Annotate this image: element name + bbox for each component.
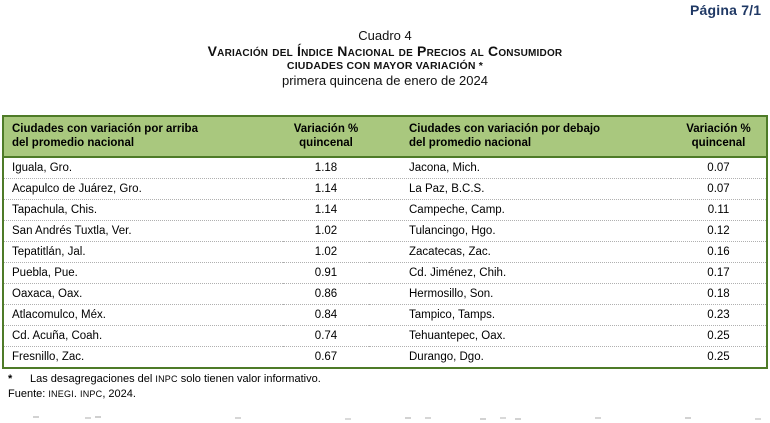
asterisk-marker: * — [8, 373, 13, 385]
inegi-acronym: INEGI — [48, 389, 74, 399]
value-above-cell: 1.14 — [283, 199, 369, 221]
value-below-cell: 0.11 — [671, 199, 767, 221]
value-below-cell: 0.17 — [671, 262, 767, 284]
table-row: Fresnillo, Zac. 0.67 Durango, Dgo. 0.25 — [3, 346, 767, 368]
value-above-cell: 1.14 — [283, 178, 369, 200]
city-above-cell: Cd. Acuña, Coah. — [3, 325, 283, 347]
city-above-cell: Iguala, Gro. — [12, 162, 73, 174]
value-below-cell: 0.18 — [671, 283, 767, 305]
header-cities-above: Ciudades con variación por arriba del pr… — [3, 116, 283, 158]
value-below-cell: 0.12 — [671, 220, 767, 242]
value-above-cell: 0.67 — [283, 346, 369, 368]
footnote-text: Las desagregaciones del — [30, 373, 156, 385]
value-above-cell: 0.84 — [283, 304, 369, 326]
city-below-cell: Jacona, Mich. — [409, 162, 480, 174]
header-cities-below: Ciudades con variación por debajo del pr… — [369, 116, 671, 158]
city-above-cell: San Andrés Tuxtla, Ver. — [3, 220, 283, 242]
value-above-cell: 1.02 — [283, 241, 369, 263]
source-text: Fuente: — [8, 388, 49, 400]
city-below-cell: Tulancingo, Hgo. — [369, 220, 671, 242]
page-number-label: Página 7/1 — [690, 2, 762, 18]
source-text: . — [73, 388, 80, 400]
header-line: Ciudades con variación por debajo — [409, 123, 601, 135]
city-above-cell: Fresnillo, Zac. — [3, 346, 283, 368]
footnote-note: * Las desagregaciones del INPC solo tiene… — [8, 372, 568, 386]
table-row: Tepatitlán, Jal. 1.02 Zacatecas, Zac. 0.16 — [3, 241, 767, 263]
header-line: quincenal — [691, 137, 746, 149]
table-row: San Andrés Tuxtla, Ver. 1.02 Tulancingo, H… — [3, 220, 767, 242]
city-below-cell: Cd. Jiménez, Chih. — [369, 262, 671, 284]
city-below-cell: Tehuantepec, Oax. — [369, 325, 671, 347]
value-above-cell: 0.74 — [283, 325, 369, 347]
city-below-cell: Hermosillo, Son. — [369, 283, 671, 305]
header-line: Variación % — [686, 123, 751, 135]
header-line: del promedio nacional — [12, 137, 135, 149]
header-line: Ciudades con variación por arriba — [12, 123, 198, 135]
value-above-cell: 1.02 — [283, 220, 369, 242]
header-line: Variación % — [293, 123, 359, 135]
inpc-acronym: INPC — [80, 389, 103, 399]
inpc-variation-table: Ciudades con variación por arriba del pr… — [2, 115, 768, 369]
value-below-cell: 0.25 — [671, 346, 767, 368]
city-above-cell: Acapulco de Juárez, Gro. — [3, 178, 283, 200]
city-below-cell: Campeche, Camp. — [369, 199, 671, 221]
table-body: Iguala, Gro. 1.18 Jacona, Mich. 0.07 Acapulc… — [3, 157, 767, 368]
table-caption: Cuadro 4 Variación del Índice Nacional d… — [0, 28, 770, 89]
city-below-cell: Tampico, Tamps. — [369, 304, 671, 326]
city-below-cell: La Paz, B.C.S. — [369, 178, 671, 200]
footnote-source: Fuente: INEGI. INPC, 2024. — [8, 387, 568, 401]
caption-subtitle: CIUDADES CON MAYOR VARIACIÓN * — [286, 60, 484, 72]
value-above-cell: 0.91 — [283, 262, 369, 284]
value-below-cell: 0.23 — [671, 304, 767, 326]
caption-title: Variación del Índice Nacional de Precios… — [207, 43, 563, 59]
table-row: Acapulco de Juárez, Gro. 1.14 La Paz, B.C.… — [3, 178, 767, 200]
table-row: Cd. Acuña, Coah. 0.74 Tehuantepec, Oax. 0.2… — [3, 325, 767, 347]
city-above-cell: Oaxaca, Oax. — [3, 283, 283, 305]
value-above-cell: 0.86 — [283, 283, 369, 305]
footnotes: * Las desagregaciones del INPC solo tiene… — [8, 372, 568, 401]
city-above-cell: Puebla, Pue. — [3, 262, 283, 284]
table-row: Tapachula, Chis. 1.14 Campeche, Camp. 0.11 — [3, 199, 767, 221]
caption-period: primera quincena de enero de 2024 — [282, 73, 488, 88]
table-row: Oaxaca, Oax. 0.86 Hermosillo, Son. 0.18 — [3, 283, 767, 305]
value-below-cell: 0.16 — [671, 241, 767, 263]
table-header-row: Ciudades con variación por arriba del pr… — [3, 116, 767, 158]
value-below-cell: 0.25 — [671, 325, 767, 347]
header-line: del promedio nacional — [409, 137, 532, 149]
source-text: , 2024. — [102, 388, 136, 400]
city-below-cell: Durango, Dgo. — [369, 346, 671, 368]
table-row: Puebla, Pue. 0.91 Cd. Jiménez, Chih. 0.17 — [3, 262, 767, 284]
clipped-text-line-remnants — [33, 416, 39, 418]
footnote-text: solo tienen valor informativo. — [177, 373, 321, 385]
city-below-cell: Zacatecas, Zac. — [369, 241, 671, 263]
header-variation-below: Variación % quincenal — [671, 116, 767, 158]
inpc-acronym: INPC — [155, 374, 178, 384]
value-below-cell: 0.07 — [707, 162, 730, 174]
header-line: quincenal — [299, 137, 353, 149]
city-above-cell: Tapachula, Chis. — [3, 199, 283, 221]
city-above-cell: Tepatitlán, Jal. — [3, 241, 283, 263]
city-above-cell: Atlacomulco, Méx. — [3, 304, 283, 326]
table-row: Atlacomulco, Méx. 0.84 Tampico, Tamps. 0.23 — [3, 304, 767, 326]
table-row: Iguala, Gro. 1.18 Jacona, Mich. 0.07 — [3, 157, 767, 179]
caption-number: Cuadro 4 — [358, 28, 412, 43]
header-variation-above: Variación % quincenal — [283, 116, 369, 158]
value-above-cell: 1.18 — [314, 162, 338, 174]
value-below-cell: 0.07 — [671, 178, 767, 200]
